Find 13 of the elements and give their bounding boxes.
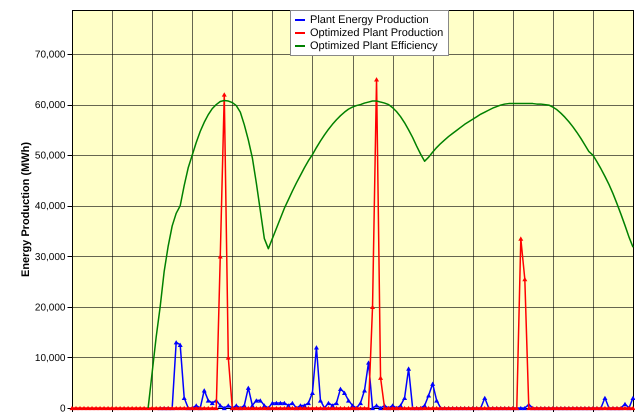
legend-label: Optimized Plant Production [310, 27, 444, 39]
legend-label: Plant Energy Production [310, 14, 429, 26]
legend-label: Optimized Plant Efficiency [310, 40, 438, 52]
y-tick-label: 30,000 [34, 252, 66, 263]
y-tick-label: 10,000 [34, 352, 66, 364]
y-tick-label: 0 [60, 404, 66, 412]
line-series [147, 100, 634, 409]
y-tick-label: 50,000 [34, 150, 66, 162]
y-tick-label: 70,000 [34, 49, 66, 60]
y-tick-label: 20,000 [34, 302, 66, 314]
y-tick-label: 60,000 [34, 100, 66, 112]
y-axis-title: Energy Production (MWh) [20, 142, 32, 278]
y-tick-label: 40,000 [34, 201, 66, 212]
